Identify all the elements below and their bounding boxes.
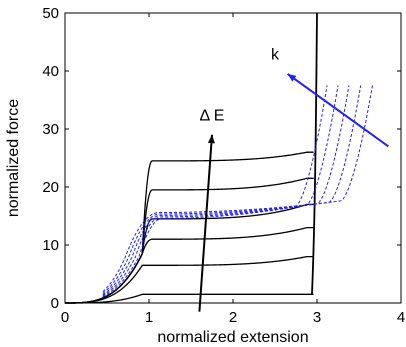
- y-axis-label: normalized force: [5, 99, 22, 217]
- energy-curve: [65, 151, 314, 304]
- delta-e-arrow-head: [207, 134, 215, 144]
- axes-box: [64, 12, 402, 304]
- k-arrow: [287, 73, 389, 148]
- x-tick-label: 0: [61, 309, 69, 326]
- y-tick-label: 10: [42, 237, 59, 254]
- k-arrow-head: [287, 73, 297, 82]
- annotation-label: k: [271, 46, 280, 63]
- k-curve: [102, 85, 339, 297]
- x-tick-label: 3: [313, 309, 321, 326]
- y-tick-label: 20: [42, 179, 59, 196]
- y-tick-label: 0: [51, 295, 59, 312]
- y-tick-label: 50: [42, 5, 59, 22]
- rupture-curve: [311, 12, 318, 295]
- x-tick-label: 2: [229, 309, 237, 326]
- x-tick-label: 1: [145, 309, 153, 326]
- energy-curve: [65, 293, 314, 304]
- y-tick-label: 40: [42, 63, 59, 80]
- x-axis-label: normalized extension: [157, 329, 308, 346]
- arrows: [198, 73, 389, 312]
- x-tick-label: 4: [397, 309, 405, 326]
- annotations: Δ E k: [200, 46, 280, 124]
- k-curve: [102, 85, 373, 293]
- k-curve: [102, 85, 350, 296]
- annotation-label: Δ E: [200, 107, 225, 124]
- energy-curve: [65, 177, 314, 304]
- y-tick-label: 30: [42, 121, 59, 138]
- energy-curve: [65, 203, 314, 304]
- energy-curve: [65, 255, 314, 304]
- k-curve: [102, 85, 362, 294]
- curves: [65, 12, 373, 304]
- delta-e-arrow: [198, 134, 213, 312]
